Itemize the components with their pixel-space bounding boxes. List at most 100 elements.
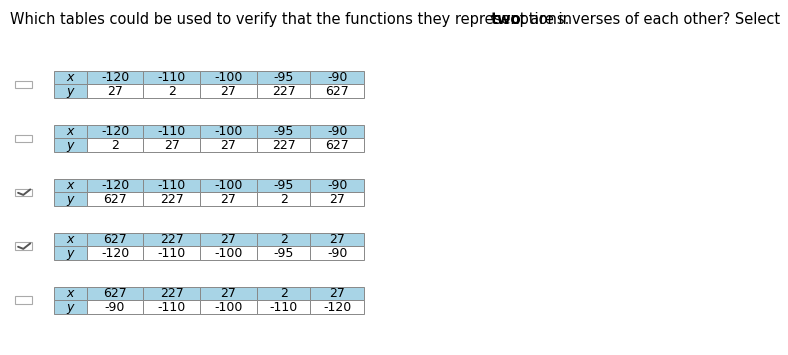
Bar bbox=[310, 125, 364, 138]
Text: 2: 2 bbox=[280, 287, 288, 300]
Bar bbox=[257, 71, 310, 84]
Text: y: y bbox=[66, 301, 74, 313]
Bar bbox=[143, 138, 200, 152]
Bar bbox=[87, 125, 143, 138]
Text: -110: -110 bbox=[269, 301, 298, 313]
Bar bbox=[310, 192, 364, 206]
Bar bbox=[310, 138, 364, 152]
Text: -100: -100 bbox=[214, 179, 243, 192]
Text: 27: 27 bbox=[221, 139, 236, 152]
Bar bbox=[257, 125, 310, 138]
Text: two: two bbox=[490, 12, 521, 27]
Bar bbox=[257, 233, 310, 246]
Bar bbox=[200, 287, 257, 300]
Text: -95: -95 bbox=[273, 247, 294, 260]
Bar bbox=[87, 179, 143, 192]
Bar bbox=[200, 246, 257, 260]
Text: 627: 627 bbox=[103, 193, 127, 206]
Text: -120: -120 bbox=[101, 125, 129, 138]
Bar bbox=[310, 233, 364, 246]
Bar bbox=[310, 287, 364, 300]
Bar bbox=[200, 71, 257, 84]
Bar bbox=[310, 71, 364, 84]
Bar bbox=[200, 84, 257, 98]
Text: -110: -110 bbox=[158, 71, 186, 84]
Text: -100: -100 bbox=[214, 71, 243, 84]
Text: 627: 627 bbox=[325, 85, 349, 98]
Text: Which tables could be used to verify that the functions they represent are inver: Which tables could be used to verify tha… bbox=[10, 12, 785, 27]
Text: -90: -90 bbox=[105, 301, 125, 313]
Text: 627: 627 bbox=[103, 233, 127, 246]
Bar bbox=[54, 71, 87, 84]
Bar bbox=[200, 192, 257, 206]
Text: -90: -90 bbox=[327, 71, 348, 84]
Text: x: x bbox=[66, 71, 74, 84]
Bar bbox=[310, 179, 364, 192]
Text: -90: -90 bbox=[327, 125, 348, 138]
Bar bbox=[54, 179, 87, 192]
Text: 627: 627 bbox=[103, 287, 127, 300]
Bar bbox=[87, 138, 143, 152]
Text: 27: 27 bbox=[329, 233, 345, 246]
Text: -120: -120 bbox=[101, 71, 129, 84]
Text: -110: -110 bbox=[158, 301, 186, 313]
Text: -95: -95 bbox=[273, 71, 294, 84]
Text: options.: options. bbox=[506, 12, 570, 27]
Bar bbox=[143, 84, 200, 98]
Text: -100: -100 bbox=[214, 301, 243, 313]
Text: -100: -100 bbox=[214, 125, 243, 138]
Bar bbox=[54, 125, 87, 138]
Bar bbox=[54, 300, 87, 314]
Text: -110: -110 bbox=[158, 247, 186, 260]
Bar bbox=[15, 296, 32, 304]
Text: 27: 27 bbox=[107, 85, 123, 98]
Bar bbox=[143, 125, 200, 138]
Bar bbox=[310, 300, 364, 314]
Bar bbox=[200, 300, 257, 314]
Bar bbox=[87, 84, 143, 98]
Text: 2: 2 bbox=[280, 233, 288, 246]
Bar bbox=[310, 84, 364, 98]
Text: 27: 27 bbox=[221, 233, 236, 246]
Text: -90: -90 bbox=[327, 179, 348, 192]
Bar bbox=[143, 300, 200, 314]
Text: -90: -90 bbox=[327, 247, 348, 260]
Text: -120: -120 bbox=[101, 247, 129, 260]
Bar bbox=[54, 246, 87, 260]
Bar bbox=[87, 287, 143, 300]
Text: y: y bbox=[66, 193, 74, 206]
Text: -110: -110 bbox=[158, 179, 186, 192]
Text: 27: 27 bbox=[329, 287, 345, 300]
Bar bbox=[87, 246, 143, 260]
Text: 2: 2 bbox=[168, 85, 176, 98]
Text: 27: 27 bbox=[164, 139, 180, 152]
Text: 27: 27 bbox=[221, 193, 236, 206]
Bar bbox=[143, 287, 200, 300]
Text: 627: 627 bbox=[325, 139, 349, 152]
Bar bbox=[15, 189, 32, 196]
Bar bbox=[143, 192, 200, 206]
Bar bbox=[257, 300, 310, 314]
Text: 27: 27 bbox=[329, 193, 345, 206]
Bar bbox=[200, 179, 257, 192]
Text: 227: 227 bbox=[160, 193, 184, 206]
Bar bbox=[257, 138, 310, 152]
Text: y: y bbox=[66, 139, 74, 152]
Text: -120: -120 bbox=[323, 301, 351, 313]
Bar bbox=[143, 233, 200, 246]
Bar bbox=[257, 84, 310, 98]
Bar bbox=[54, 138, 87, 152]
Text: -120: -120 bbox=[101, 179, 129, 192]
Bar bbox=[310, 246, 364, 260]
Text: 227: 227 bbox=[272, 85, 296, 98]
Text: x: x bbox=[66, 179, 74, 192]
Bar bbox=[54, 233, 87, 246]
Bar bbox=[200, 138, 257, 152]
Text: 227: 227 bbox=[272, 139, 296, 152]
Bar bbox=[143, 71, 200, 84]
Bar bbox=[15, 81, 32, 88]
Text: y: y bbox=[66, 247, 74, 260]
Text: 27: 27 bbox=[221, 85, 236, 98]
Text: -95: -95 bbox=[273, 125, 294, 138]
Bar bbox=[54, 84, 87, 98]
